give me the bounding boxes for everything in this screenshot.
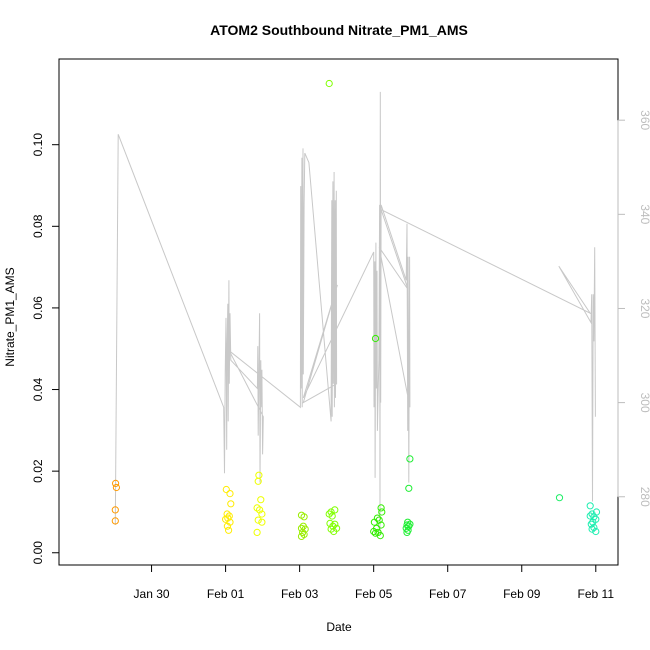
x-axis-label: Date (326, 620, 352, 634)
data-point (223, 522, 231, 530)
data-point (370, 527, 378, 536)
x-tick-label: Jan 30 (134, 587, 170, 601)
y2-axis: 280 300 320 340 360 (617, 110, 650, 507)
data-point (222, 485, 230, 494)
y2-tick-label: 360 (638, 110, 650, 130)
secondary-trace (114, 91, 596, 535)
data-point (377, 504, 385, 512)
x-axis: Jan 30 Feb 01 Feb 03 Feb 05 Feb 07 Feb 09 Feb … (134, 564, 615, 601)
data-point (402, 524, 410, 532)
data-point (592, 527, 600, 536)
y-axis-label: Nitrate_PM1_AMS (3, 267, 17, 366)
y-tick-label: 0.04 (31, 378, 45, 402)
data-point (111, 506, 119, 514)
data-point (327, 508, 335, 516)
data-point (112, 479, 120, 487)
x-tick-label: Feb 07 (429, 587, 467, 601)
data-point (297, 524, 306, 532)
data-point (328, 512, 336, 520)
data-point (586, 512, 594, 520)
data-points (111, 79, 601, 541)
series-line (114, 91, 596, 535)
data-point (258, 510, 266, 518)
data-point (254, 477, 262, 485)
data-point (406, 455, 414, 463)
data-point (325, 79, 333, 88)
data-point (375, 516, 383, 524)
data-point (297, 532, 306, 541)
data-point (257, 496, 265, 504)
data-point (371, 334, 380, 343)
y2-tick-label: 280 (638, 487, 650, 507)
y2-tick-label: 320 (638, 298, 650, 318)
data-point (376, 532, 384, 540)
data-point (299, 528, 307, 537)
y-tick-label: 0.10 (31, 133, 45, 157)
data-point (223, 510, 231, 518)
data-point (256, 506, 264, 514)
data-point (589, 518, 597, 526)
data-point (300, 513, 308, 521)
y2-tick-label: 300 (638, 393, 650, 413)
y-tick-label: 0.08 (31, 214, 45, 238)
x-tick-label: Feb 03 (281, 587, 319, 601)
data-point (253, 528, 261, 537)
y-axis: 0.00 0.02 0.04 0.06 0.08 0.10 (31, 133, 60, 565)
data-point (555, 494, 564, 502)
data-point (225, 526, 233, 534)
data-point (255, 471, 263, 479)
y-tick-label: 0.00 (31, 541, 45, 565)
data-point (378, 508, 386, 516)
y2-tick-label: 340 (638, 204, 650, 224)
y-tick-label: 0.02 (31, 459, 45, 483)
data-point (111, 517, 119, 525)
plot-frame (58, 58, 619, 566)
x-tick-label: Feb 09 (503, 587, 541, 601)
data-point (588, 525, 596, 533)
data-point (226, 490, 234, 498)
data-point (590, 523, 598, 532)
data-point (370, 518, 378, 526)
data-point (331, 520, 339, 528)
data-point (586, 502, 594, 510)
data-point (330, 527, 338, 536)
x-tick-label: Feb 01 (207, 587, 245, 601)
y-tick-label: 0.06 (31, 296, 45, 320)
x-tick-label: Feb 11 (578, 587, 615, 601)
data-point (254, 516, 262, 524)
x-tick-label: Feb 05 (355, 587, 393, 601)
data-point (112, 483, 121, 492)
data-point (331, 506, 339, 514)
chart-title: ATOM2 Southbound Nitrate_PM1_AMS (210, 22, 468, 38)
data-point (227, 500, 235, 508)
data-point (258, 518, 266, 526)
data-point (403, 521, 411, 529)
data-point (405, 484, 413, 492)
data-point (403, 528, 411, 537)
